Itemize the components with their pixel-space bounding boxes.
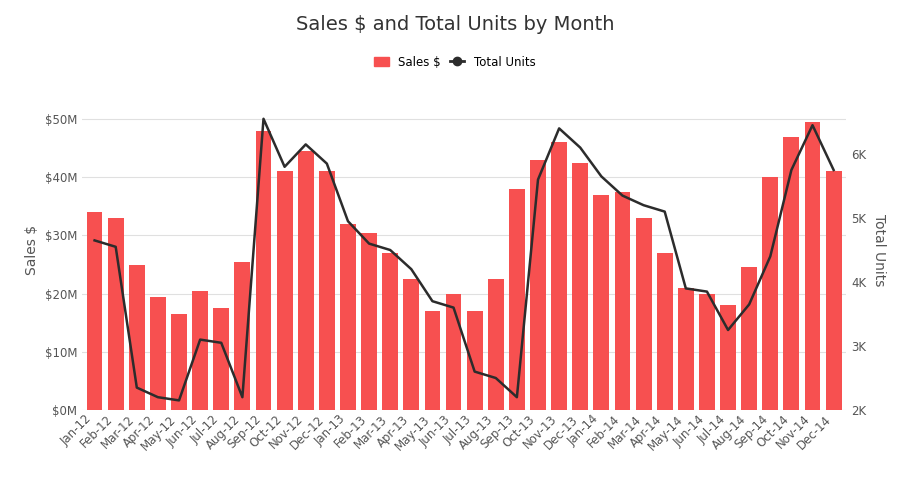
Text: Sales $ and Total Units by Month: Sales $ and Total Units by Month (296, 15, 614, 34)
Bar (509, 189, 525, 410)
Bar (614, 192, 631, 410)
Bar (235, 262, 250, 410)
Bar (256, 130, 271, 410)
Y-axis label: Total Units: Total Units (872, 214, 885, 286)
Bar (488, 279, 504, 410)
Bar (277, 172, 292, 410)
Bar (551, 142, 567, 410)
Bar (298, 151, 314, 410)
Bar (657, 253, 672, 410)
Bar (318, 172, 335, 410)
Bar (340, 224, 356, 410)
Bar (213, 308, 229, 410)
Bar (467, 311, 482, 410)
Bar (107, 218, 124, 410)
Bar (804, 122, 821, 410)
Y-axis label: Sales $: Sales $ (25, 225, 39, 275)
Bar (171, 314, 187, 410)
Bar (593, 194, 610, 410)
Bar (424, 311, 440, 410)
Bar (446, 294, 461, 410)
Bar (531, 160, 546, 410)
Bar (382, 253, 398, 410)
Bar (361, 232, 377, 410)
Bar (192, 290, 208, 410)
Bar (742, 268, 757, 410)
Bar (720, 306, 736, 410)
Bar (784, 136, 799, 410)
Bar (763, 178, 778, 410)
Bar (129, 264, 145, 410)
Bar (678, 288, 693, 410)
Bar (86, 212, 103, 410)
Bar (403, 279, 420, 410)
Bar (636, 218, 652, 410)
Bar (699, 294, 715, 410)
Bar (572, 162, 588, 410)
Legend: Sales $, Total Units: Sales $, Total Units (369, 51, 541, 74)
Bar (825, 172, 842, 410)
Bar (150, 296, 166, 410)
